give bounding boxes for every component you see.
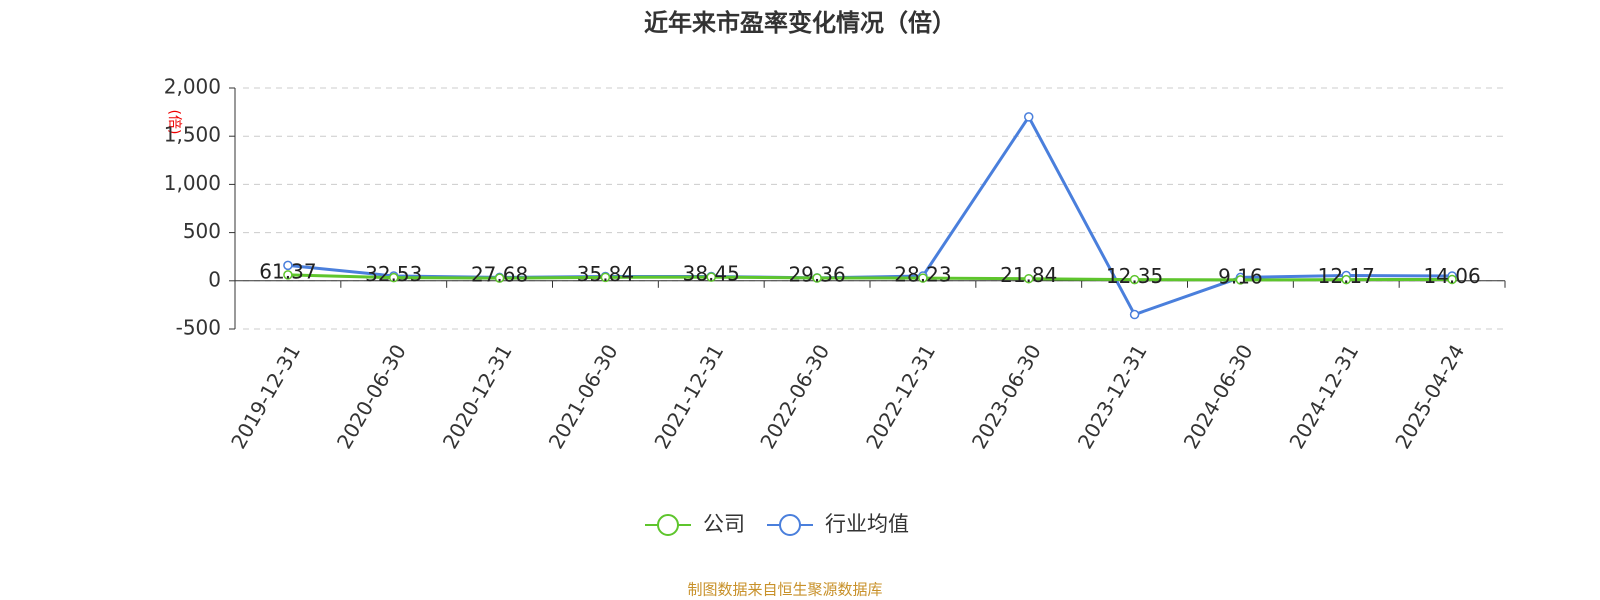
data-label: 27.68 <box>471 263 528 287</box>
data-point <box>494 273 505 283</box>
legend-item: 行业均值 <box>767 512 909 536</box>
x-tick-label: 2025-04-24 <box>1390 340 1469 453</box>
data-label: 29.36 <box>788 262 845 286</box>
data-point <box>283 270 293 280</box>
y-axis-label: (倍) <box>166 110 182 135</box>
data-point <box>1024 273 1034 284</box>
x-tick-label: 2020-06-30 <box>332 340 411 453</box>
x-tick-label: 2023-12-31 <box>1073 340 1152 453</box>
legend-marker <box>657 514 679 536</box>
data-point <box>1129 309 1140 320</box>
y-tick-label: 1,000 <box>164 171 221 195</box>
x-tick-label: 2024-06-30 <box>1179 340 1258 453</box>
series-line <box>287 273 1453 282</box>
data-label: 14.06 <box>1423 264 1480 288</box>
data-point <box>389 272 399 283</box>
legend-marker <box>779 514 801 536</box>
x-tick-label: 2022-12-31 <box>861 340 940 453</box>
y-tick-label: 500 <box>183 219 221 243</box>
data-point <box>706 272 716 282</box>
y-tick-label: 0 <box>208 267 221 291</box>
data-label: 21.84 <box>1000 263 1057 287</box>
x-tick-label: 2023-06-30 <box>967 340 1046 453</box>
legend-label: 公司 <box>703 512 745 536</box>
data-label: 12.35 <box>1106 264 1163 288</box>
data-label: 35.84 <box>577 262 634 286</box>
data-point <box>1235 275 1246 285</box>
data-label: 9.16 <box>1218 264 1263 288</box>
data-label: 38.45 <box>683 262 740 286</box>
x-tick-label: 2021-12-31 <box>649 340 728 453</box>
data-point <box>918 273 928 283</box>
data-label: 12.17 <box>1318 264 1375 288</box>
x-tick-label: 2021-06-30 <box>544 340 623 453</box>
data-point <box>600 272 611 283</box>
x-tick-label: 2024-12-31 <box>1284 340 1363 453</box>
x-tick-label: 2020-12-31 <box>438 340 517 453</box>
chart-title: 近年来市盈率变化情况（倍） <box>644 9 956 37</box>
data-point <box>1341 274 1351 285</box>
data-point <box>812 273 822 283</box>
data-point <box>1129 274 1140 285</box>
data-point <box>1024 112 1034 122</box>
data-label: 32.53 <box>365 262 422 286</box>
y-tick-label: -500 <box>176 316 221 340</box>
legend-label: 行业均值 <box>825 512 909 536</box>
y-tick-label: 1,500 <box>164 123 221 147</box>
data-label: 61.37 <box>259 259 316 283</box>
data-label: 28.23 <box>894 263 951 287</box>
x-tick-label: 2019-12-31 <box>226 340 305 453</box>
y-tick-label: 2,000 <box>164 75 221 99</box>
legend-item: 公司 <box>645 512 745 536</box>
data-point <box>283 260 293 271</box>
data-point <box>1447 274 1457 285</box>
source-note: 制图数据来自恒生聚源数据库 <box>687 581 882 599</box>
x-tick-label: 2022-06-30 <box>755 340 834 453</box>
